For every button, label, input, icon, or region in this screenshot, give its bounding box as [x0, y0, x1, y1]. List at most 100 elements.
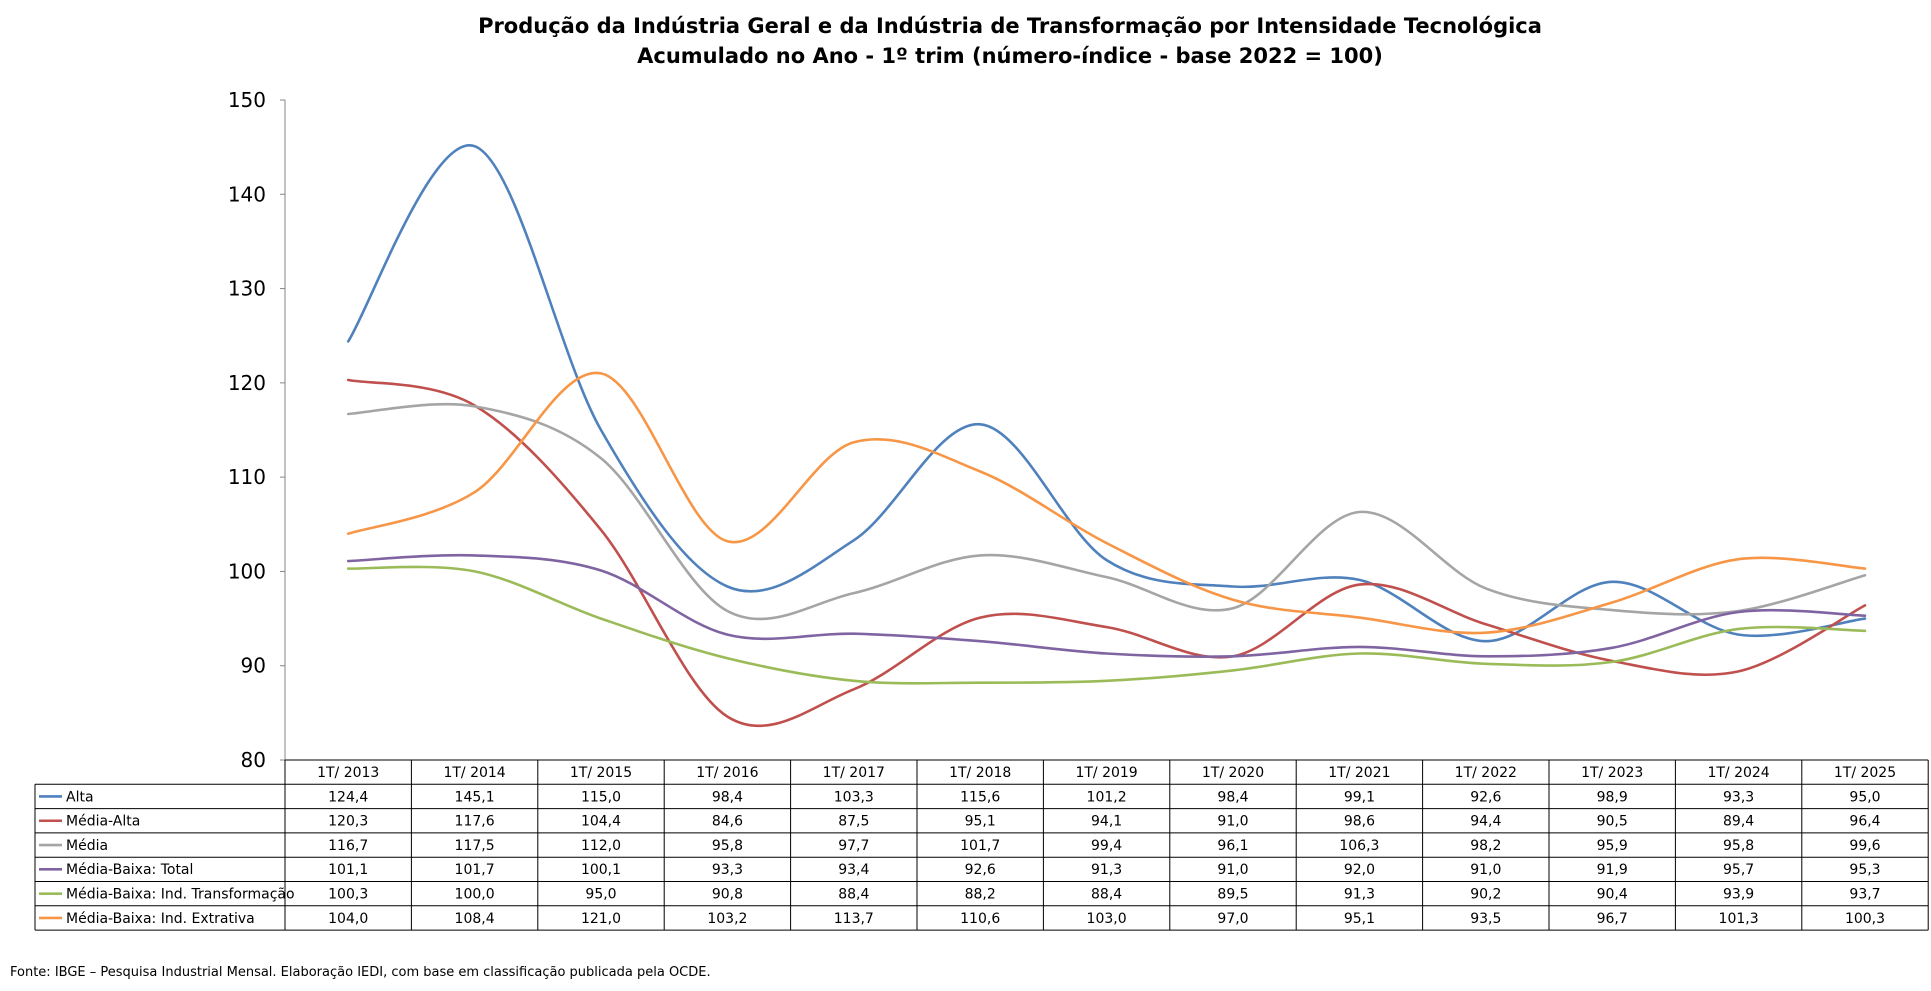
data-label: 92,6: [1470, 789, 1501, 805]
data-label: 101,1: [328, 862, 368, 878]
data-label: 84,6: [712, 814, 743, 830]
x-category-label: 1T/ 2019: [1075, 765, 1137, 781]
series-line-3: [346, 553, 1867, 658]
data-label: 98,9: [1597, 789, 1628, 805]
data-label: 91,0: [1217, 862, 1248, 878]
data-label: 95,3: [1849, 862, 1880, 878]
series-line-2: [346, 402, 1867, 621]
data-label: 110,6: [960, 911, 1000, 927]
data-label: 100,1: [581, 862, 621, 878]
y-tick-label: 150: [228, 88, 266, 112]
data-label: 94,1: [1091, 814, 1122, 830]
data-label: 115,0: [581, 789, 621, 805]
data-label: 93,3: [712, 862, 743, 878]
x-category-label: 1T/ 2021: [1328, 765, 1390, 781]
data-label: 99,4: [1091, 838, 1122, 854]
data-label: 112,0: [581, 838, 621, 854]
data-label: 90,8: [712, 887, 743, 903]
data-label: 120,3: [328, 814, 368, 830]
y-tick-label: 80: [241, 748, 266, 772]
data-label: 117,5: [455, 838, 495, 854]
y-tick-label: 90: [241, 654, 266, 678]
data-label: 98,4: [712, 789, 743, 805]
x-category-label: 1T/ 2023: [1581, 765, 1643, 781]
data-label: 101,3: [1719, 911, 1759, 927]
data-label: 97,0: [1217, 911, 1248, 927]
data-label: 91,3: [1091, 862, 1122, 878]
data-label: 95,1: [965, 814, 996, 830]
data-label: 101,7: [455, 862, 495, 878]
series-line-4: [346, 565, 1867, 685]
data-label: 103,3: [834, 789, 874, 805]
data-label: 98,6: [1344, 814, 1375, 830]
data-label: 96,4: [1849, 814, 1880, 830]
data-label: 91,3: [1344, 887, 1375, 903]
data-label: 93,7: [1849, 887, 1880, 903]
data-label: 91,9: [1597, 862, 1628, 878]
y-tick-label: 130: [228, 277, 266, 301]
data-label: 95,9: [1597, 838, 1628, 854]
series-lines: [346, 144, 1867, 728]
data-label: 93,4: [838, 862, 869, 878]
data-label: 98,4: [1217, 789, 1248, 805]
data-label: 90,4: [1597, 887, 1628, 903]
data-label: 124,4: [328, 789, 368, 805]
x-category-label: 1T/ 2014: [443, 765, 505, 781]
data-label: 117,6: [455, 814, 495, 830]
y-tick-label: 120: [228, 371, 266, 395]
series-line-5: [346, 371, 1867, 635]
data-label: 96,7: [1597, 911, 1628, 927]
data-label: 108,4: [455, 911, 495, 927]
data-label: 97,7: [838, 838, 869, 854]
data-label: 103,2: [707, 911, 747, 927]
data-label: 88,4: [1091, 887, 1122, 903]
data-label: 95,7: [1723, 862, 1754, 878]
data-label: 88,4: [838, 887, 869, 903]
data-label: 93,9: [1723, 887, 1754, 903]
x-category-label: 1T/ 2013: [317, 765, 379, 781]
y-tick-label: 100: [228, 559, 266, 583]
data-label: 90,5: [1597, 814, 1628, 830]
chart-title-line-1: Produção da Indústria Geral e da Indústr…: [478, 14, 1542, 38]
data-label: 100,0: [455, 887, 495, 903]
x-category-label: 1T/ 2016: [696, 765, 758, 781]
data-label: 145,1: [455, 789, 495, 805]
data-label: 93,3: [1723, 789, 1754, 805]
data-label: 113,7: [834, 911, 874, 927]
data-label: 100,3: [1845, 911, 1885, 927]
data-label: 95,8: [1723, 838, 1754, 854]
data-label: 98,2: [1470, 838, 1501, 854]
data-label: 90,2: [1470, 887, 1501, 903]
data-label: 116,7: [328, 838, 368, 854]
data-label: 89,5: [1217, 887, 1248, 903]
x-category-label: 1T/ 2025: [1834, 765, 1896, 781]
data-label: 100,3: [328, 887, 368, 903]
legend-label: Média-Alta: [66, 814, 140, 830]
data-label: 91,0: [1217, 814, 1248, 830]
chart-title: Produção da Indústria Geral e da Indústr…: [478, 14, 1542, 68]
series-line-0: [346, 144, 1867, 643]
source-note: Fonte: IBGE – Pesquisa Industrial Mensal…: [10, 965, 711, 980]
data-label: 99,1: [1344, 789, 1375, 805]
data-label: 87,5: [838, 814, 869, 830]
data-label: 99,6: [1849, 838, 1880, 854]
data-label: 92,6: [965, 862, 996, 878]
data-label: 95,1: [1344, 911, 1375, 927]
data-label: 106,3: [1339, 838, 1379, 854]
data-label: 95,0: [585, 887, 616, 903]
x-category-label: 1T/ 2024: [1707, 765, 1769, 781]
y-tick-label: 110: [228, 465, 266, 489]
legend-label: Média-Baixa: Ind. Extrativa: [66, 911, 255, 927]
chart-title-line-2: Acumulado no Ano - 1º trim (número-índic…: [637, 44, 1383, 68]
data-label: 115,6: [960, 789, 1000, 805]
series-line-1: [346, 378, 1867, 728]
legend-label: Média-Baixa: Total: [66, 862, 193, 878]
data-label: 103,0: [1087, 911, 1127, 927]
data-label: 104,0: [328, 911, 368, 927]
data-label: 92,0: [1344, 862, 1375, 878]
x-category-label: 1T/ 2022: [1455, 765, 1517, 781]
data-label: 121,0: [581, 911, 621, 927]
data-label: 95,0: [1849, 789, 1880, 805]
data-label: 88,2: [965, 887, 996, 903]
